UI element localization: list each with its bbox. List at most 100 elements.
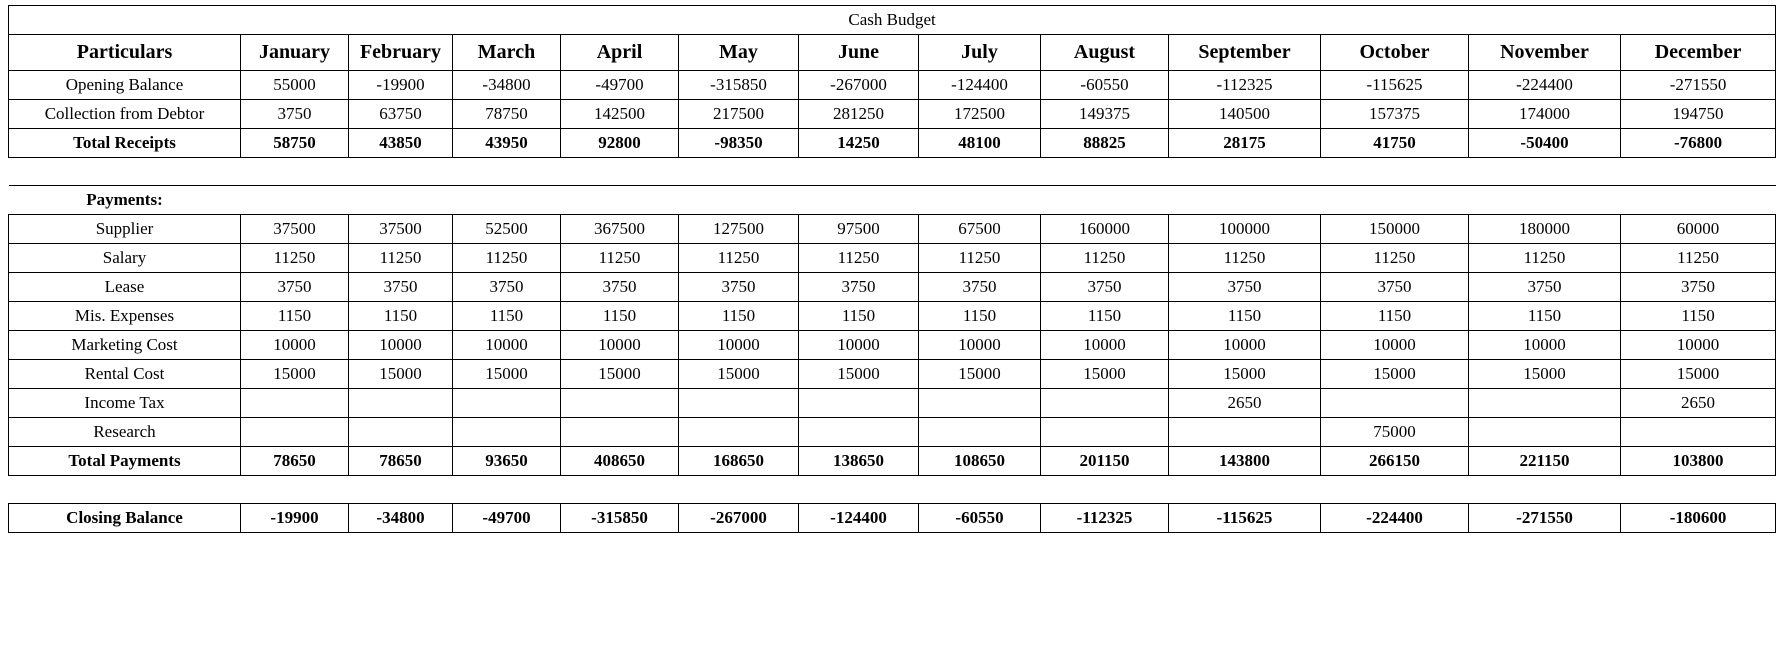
value-cell[interactable]: 10000: [1040, 330, 1169, 360]
value-cell[interactable]: [1320, 388, 1469, 418]
column-header-month[interactable]: April: [560, 34, 679, 71]
value-cell[interactable]: -50400: [1468, 128, 1621, 158]
value-cell[interactable]: [1040, 185, 1169, 215]
value-cell[interactable]: 15000: [1320, 359, 1469, 389]
value-cell[interactable]: 15000: [678, 359, 799, 389]
value-cell[interactable]: -112325: [1040, 503, 1169, 533]
value-cell[interactable]: 15000: [240, 359, 349, 389]
value-cell[interactable]: 15000: [1619, 359, 1777, 389]
value-cell[interactable]: -112325: [1168, 70, 1321, 100]
value-cell[interactable]: 157375: [1320, 99, 1469, 129]
value-cell[interactable]: 11250: [1040, 243, 1169, 273]
value-cell[interactable]: 194750: [1619, 99, 1777, 129]
value-cell[interactable]: 1150: [798, 301, 919, 331]
value-cell[interactable]: 11250: [1320, 243, 1469, 273]
value-cell[interactable]: 11250: [798, 243, 919, 273]
value-cell[interactable]: 140500: [1168, 99, 1321, 129]
column-header-particulars[interactable]: Particulars: [8, 34, 241, 71]
value-cell[interactable]: 149375: [1040, 99, 1169, 129]
value-cell[interactable]: [1468, 388, 1621, 418]
value-cell[interactable]: [1468, 185, 1621, 215]
value-cell[interactable]: 3750: [1468, 272, 1621, 302]
value-cell[interactable]: 408650: [560, 446, 679, 476]
value-cell[interactable]: 217500: [678, 99, 799, 129]
value-cell[interactable]: -224400: [1320, 503, 1469, 533]
value-cell[interactable]: [798, 417, 919, 447]
value-cell[interactable]: 10000: [1619, 330, 1777, 360]
value-cell[interactable]: [348, 185, 453, 215]
value-cell[interactable]: 281250: [798, 99, 919, 129]
value-cell[interactable]: [560, 388, 679, 418]
value-cell[interactable]: 180000: [1468, 214, 1621, 244]
value-cell[interactable]: -271550: [1468, 503, 1621, 533]
value-cell[interactable]: -19900: [348, 70, 453, 100]
column-header-month[interactable]: June: [798, 34, 919, 71]
value-cell[interactable]: 138650: [798, 446, 919, 476]
row-label[interactable]: Rental Cost: [8, 359, 241, 389]
value-cell[interactable]: [560, 417, 679, 447]
value-cell[interactable]: 60000: [1619, 214, 1777, 244]
row-label[interactable]: Research: [8, 417, 241, 447]
value-cell[interactable]: [1468, 417, 1621, 447]
value-cell[interactable]: 3750: [1320, 272, 1469, 302]
value-cell[interactable]: 97500: [798, 214, 919, 244]
row-label[interactable]: Mis. Expenses: [8, 301, 241, 331]
value-cell[interactable]: 2650: [1168, 388, 1321, 418]
value-cell[interactable]: 37500: [240, 214, 349, 244]
value-cell[interactable]: 3750: [918, 272, 1041, 302]
value-cell[interactable]: 37500: [348, 214, 453, 244]
value-cell[interactable]: 11250: [1168, 243, 1321, 273]
value-cell[interactable]: [560, 185, 679, 215]
value-cell[interactable]: -49700: [452, 503, 561, 533]
value-cell[interactable]: 55000: [240, 70, 349, 100]
value-cell[interactable]: 11250: [240, 243, 349, 273]
value-cell[interactable]: -124400: [798, 503, 919, 533]
value-cell[interactable]: 1150: [678, 301, 799, 331]
value-cell[interactable]: 3750: [560, 272, 679, 302]
value-cell[interactable]: 1150: [240, 301, 349, 331]
value-cell[interactable]: 266150: [1320, 446, 1469, 476]
value-cell[interactable]: -34800: [348, 503, 453, 533]
value-cell[interactable]: -180600: [1619, 503, 1777, 533]
value-cell[interactable]: [1619, 417, 1777, 447]
value-cell[interactable]: [798, 388, 919, 418]
value-cell[interactable]: [348, 388, 453, 418]
value-cell[interactable]: 3750: [1040, 272, 1169, 302]
value-cell[interactable]: 11250: [1468, 243, 1621, 273]
column-header-month[interactable]: February: [348, 34, 453, 71]
value-cell[interactable]: -315850: [678, 70, 799, 100]
value-cell[interactable]: 43950: [452, 128, 561, 158]
value-cell[interactable]: 100000: [1168, 214, 1321, 244]
value-cell[interactable]: 58750: [240, 128, 349, 158]
value-cell[interactable]: 3750: [678, 272, 799, 302]
value-cell[interactable]: 160000: [1040, 214, 1169, 244]
value-cell[interactable]: 78650: [240, 446, 349, 476]
value-cell[interactable]: [240, 417, 349, 447]
column-header-month[interactable]: August: [1040, 34, 1169, 71]
value-cell[interactable]: 108650: [918, 446, 1041, 476]
value-cell[interactable]: -267000: [798, 70, 919, 100]
value-cell[interactable]: 52500: [452, 214, 561, 244]
row-label[interactable]: Total Payments: [8, 446, 241, 476]
value-cell[interactable]: [348, 417, 453, 447]
value-cell[interactable]: [678, 417, 799, 447]
value-cell[interactable]: [240, 185, 349, 215]
value-cell[interactable]: 75000: [1320, 417, 1469, 447]
value-cell[interactable]: 15000: [348, 359, 453, 389]
value-cell[interactable]: [918, 417, 1041, 447]
value-cell[interactable]: 10000: [1168, 330, 1321, 360]
value-cell[interactable]: [918, 185, 1041, 215]
row-label[interactable]: Income Tax: [8, 388, 241, 418]
value-cell[interactable]: 150000: [1320, 214, 1469, 244]
value-cell[interactable]: 11250: [348, 243, 453, 273]
value-cell[interactable]: [1320, 185, 1469, 215]
value-cell[interactable]: 1150: [1468, 301, 1621, 331]
column-header-month[interactable]: March: [452, 34, 561, 71]
value-cell[interactable]: [678, 388, 799, 418]
row-label[interactable]: Collection from Debtor: [8, 99, 241, 129]
value-cell[interactable]: 11250: [452, 243, 561, 273]
value-cell[interactable]: -19900: [240, 503, 349, 533]
value-cell[interactable]: 14250: [798, 128, 919, 158]
column-header-month[interactable]: September: [1168, 34, 1321, 71]
value-cell[interactable]: 28175: [1168, 128, 1321, 158]
